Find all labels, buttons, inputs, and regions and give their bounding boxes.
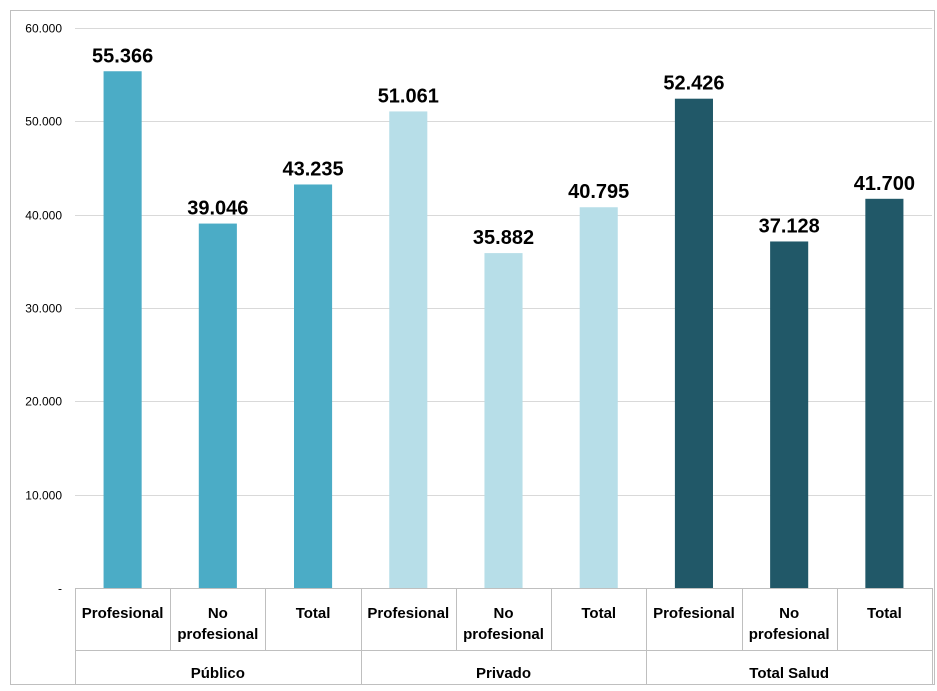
bars [103,71,904,589]
x-category-label: Total [296,605,331,622]
y-tick-label: 40.000 [25,209,62,223]
x-group-label: Privado [476,665,531,682]
data-label: 41.700 [854,173,915,195]
data-label: 39.046 [187,198,248,220]
bar [198,223,237,588]
bar [579,207,618,588]
x-category-label: No profesional [749,605,830,643]
value-labels: 55.366 39.046 43.235 51.061 35.882 40.795 52.4… [92,45,915,249]
data-label: 52.426 [663,73,724,95]
x-group-label: Público [191,665,245,682]
y-tick-label: 50.000 [25,115,62,129]
data-label: 43.235 [282,158,343,180]
x-group-label: Total Salud [749,665,829,682]
y-tick-label: 30.000 [25,302,62,316]
bar [103,71,142,588]
x-category-label: Profesional [82,605,164,622]
bar [389,111,428,588]
bar [294,184,333,588]
bar [484,253,523,589]
y-tick-label: 20.000 [25,395,62,409]
y-tick-label: - [58,582,62,596]
x-category-label: Total [867,605,902,622]
x-category-label: Profesional [653,605,735,622]
bar [674,98,713,588]
y-tick-label: 60.000 [25,22,62,36]
x-category-label: No profesional [177,605,258,643]
x-category-label: Total [581,605,616,622]
data-label: 35.882 [473,227,534,249]
bar [770,241,809,589]
x-category-label: No profesional [463,605,544,643]
data-label: 51.061 [378,85,439,107]
x-axis: Profesional No profesional Total Público Prof… [75,588,933,684]
data-label: 55.366 [92,45,153,67]
data-label: 37.128 [759,215,820,237]
x-category-label: Profesional [367,605,449,622]
bar [865,198,904,589]
y-tick-label: 10.000 [25,489,62,503]
y-axis-ticks: - 10.000 20.000 30.000 40.000 50.000 60.000 [25,22,62,596]
data-label: 40.795 [568,181,629,203]
